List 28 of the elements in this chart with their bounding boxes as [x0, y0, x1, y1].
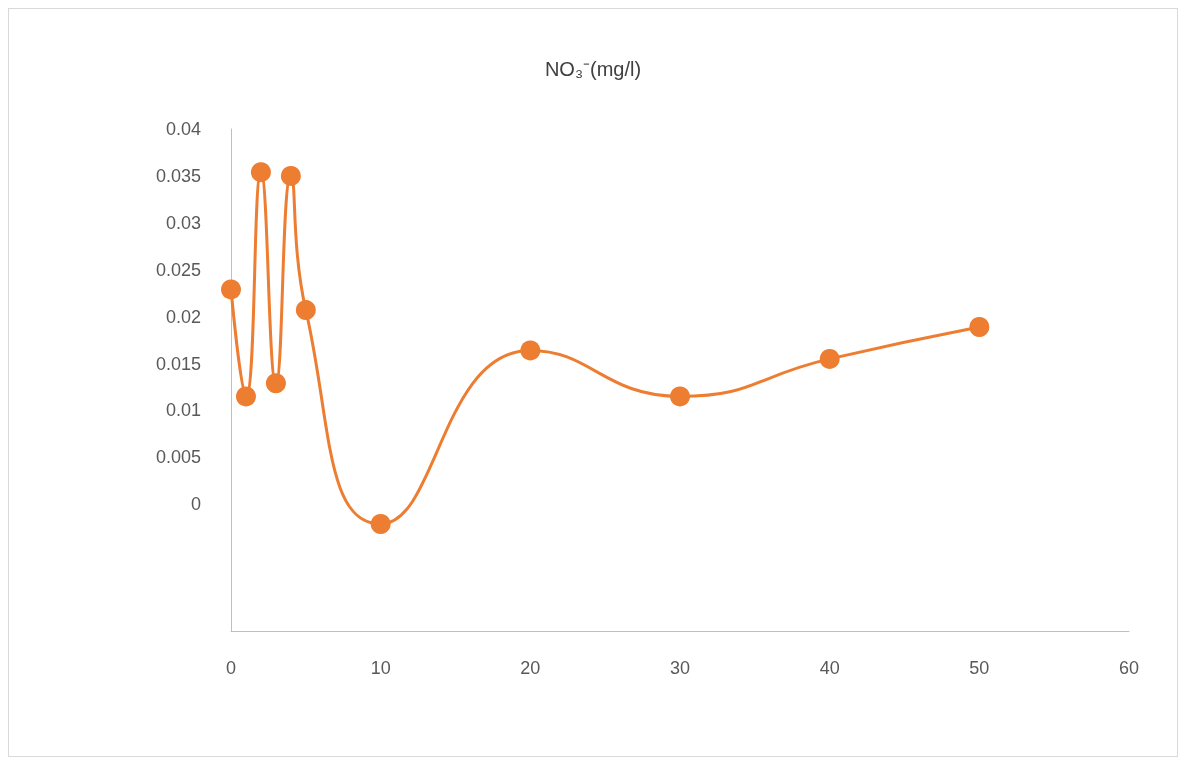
- point: [520, 340, 541, 361]
- x-tick-label: 50: [969, 658, 990, 678]
- y-tick-label: 0.02: [165, 306, 201, 327]
- y-tick-label: 0.035: [155, 165, 201, 186]
- point: [265, 373, 286, 394]
- chart-title: NO₃⁻(mg/l): [544, 58, 642, 80]
- point: [221, 279, 241, 300]
- x-tick-label: 10: [370, 658, 391, 678]
- y-tick-label: 0.01: [165, 400, 201, 421]
- x-tick-label: 60: [1118, 658, 1140, 678]
- x-tick-label: 0: [225, 658, 237, 678]
- y-tick-label: 0.03: [165, 212, 201, 233]
- point: [235, 386, 256, 407]
- y-tick-label: 0: [190, 494, 201, 515]
- point: [819, 348, 840, 369]
- y-tick-label: 0.005: [155, 447, 201, 468]
- x-tick-label: 30: [669, 658, 691, 678]
- point: [250, 162, 271, 183]
- point: [670, 386, 690, 407]
- y-tick-label: 0.04: [165, 119, 201, 139]
- y-tick-label: 0.025: [155, 259, 201, 280]
- point: [370, 514, 391, 535]
- point: [969, 316, 990, 337]
- x-tick-label: 20: [520, 658, 541, 678]
- y-tick-label: 0.015: [155, 353, 201, 374]
- x-tick-label: 40: [819, 658, 840, 678]
- point: [280, 165, 301, 186]
- point: [295, 300, 316, 321]
